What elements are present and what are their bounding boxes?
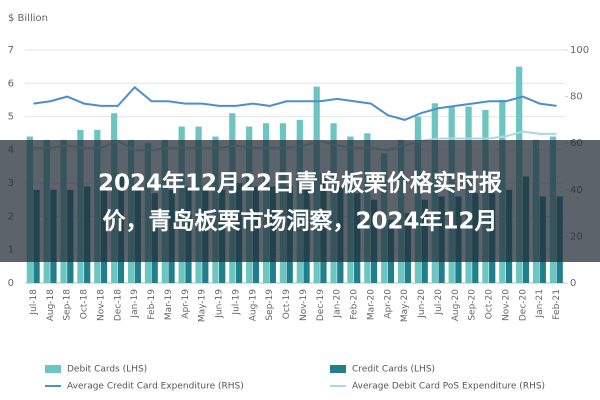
legend-label: Average Credit Card Expenditure (RHS) xyxy=(67,382,244,392)
x-tick-label: Jul-19 xyxy=(231,289,241,316)
x-tick-label: Jun-19 xyxy=(215,289,225,319)
x-tick-label: Nov-19 xyxy=(299,289,309,321)
x-tick-label: Jan-19 xyxy=(130,289,140,319)
y-tick-label: 0 xyxy=(8,278,14,289)
x-tick-label: Dec-20 xyxy=(518,289,528,321)
legend-label: Debit Cards (LHS) xyxy=(67,365,147,375)
y-tick-label: 6 xyxy=(8,78,14,89)
legend-swatch xyxy=(330,365,346,373)
x-tick-label: May-19 xyxy=(198,289,208,322)
x-tick-label: Jan-21 xyxy=(535,289,545,319)
x-tick-label: Jan-20 xyxy=(333,289,343,319)
x-tick-label: Jun-20 xyxy=(417,289,427,319)
x-tick-label: Jul-20 xyxy=(434,289,444,316)
x-tick-label: Dec-18 xyxy=(113,289,123,321)
y2-tick-label: 0 xyxy=(570,278,576,289)
x-tick-label: Oct-18 xyxy=(80,289,90,320)
x-tick-label: Mar-20 xyxy=(366,289,376,320)
banner xyxy=(0,140,600,262)
line xyxy=(33,85,557,121)
y-axis-label: $ Billion xyxy=(8,13,48,24)
x-tick-label: Apr-19 xyxy=(181,289,191,319)
x-tick-label: Sep-20 xyxy=(468,289,478,321)
y2-tick-label: 100 xyxy=(570,45,589,56)
x-tick-label: Apr-20 xyxy=(383,289,393,319)
legend-swatch xyxy=(45,365,61,373)
x-tick-label: Sep-18 xyxy=(63,289,73,321)
x-tick-label: Aug-19 xyxy=(248,289,258,322)
x-tick-label: Mar-19 xyxy=(164,289,174,320)
x-tick-label: Feb-21 xyxy=(552,289,562,320)
x-tick-label: Feb-19 xyxy=(147,289,157,320)
legend-label: Credit Cards (LHS) xyxy=(352,365,435,375)
y-tick-label: 7 xyxy=(8,45,14,56)
x-tick-label: Oct-19 xyxy=(282,289,292,320)
x-tick-label: Sep-19 xyxy=(265,289,275,321)
x-tick-label: Dec-19 xyxy=(316,289,326,321)
x-tick-label: Oct-20 xyxy=(485,289,495,320)
banner-text: 价，青岛板栗市场洞察，2024年12月 xyxy=(102,208,497,235)
y2-tick-label: 80 xyxy=(570,92,583,103)
x-tick-label: Jul-18 xyxy=(29,289,39,316)
x-tick-label: May-20 xyxy=(400,289,410,322)
legend-label: Average Debit Card PoS Expenditure (RHS) xyxy=(352,382,545,392)
x-tick-label: Aug-18 xyxy=(46,289,56,322)
x-tick-label: Aug-20 xyxy=(451,289,461,322)
banner-text: 2024年12月22日青岛板栗价格实时报 xyxy=(98,170,502,197)
x-tick-label: Nov-20 xyxy=(501,289,511,321)
x-tick-label: Feb-20 xyxy=(350,289,360,320)
y-tick-label: 5 xyxy=(8,112,14,123)
x-tick-label: Nov-18 xyxy=(96,289,106,321)
